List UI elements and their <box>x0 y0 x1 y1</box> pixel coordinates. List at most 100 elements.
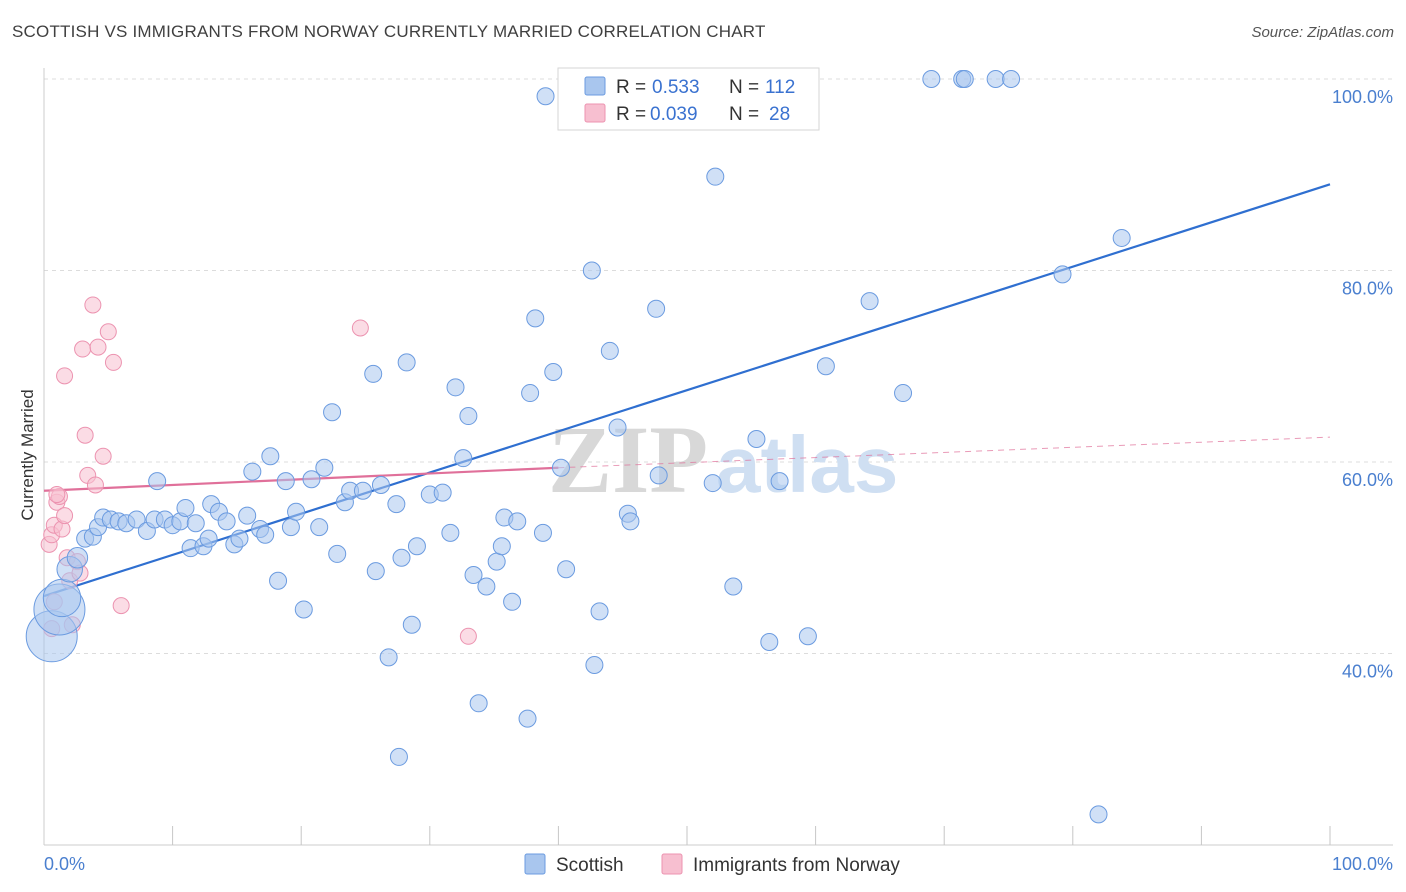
scottish-point <box>315 458 334 477</box>
scottish-point <box>469 694 488 713</box>
scottish-point <box>986 70 1005 88</box>
scottish-point <box>747 430 766 449</box>
scottish-point <box>649 466 668 485</box>
source-note: Source: ZipAtlas.com <box>1251 24 1394 41</box>
scottish-point <box>551 458 570 477</box>
scottish-point <box>186 514 205 533</box>
scottish-point <box>922 70 941 88</box>
scottish-point <box>955 70 974 88</box>
scottish-point <box>557 560 576 579</box>
scottish-point <box>256 525 275 544</box>
legend-r-label-scottish: R = <box>616 77 646 98</box>
scottish-point <box>328 544 347 563</box>
watermark-zip: ZIP <box>548 406 708 513</box>
scottish-point <box>487 552 506 571</box>
scottish-point <box>454 449 473 468</box>
norway-point <box>459 627 477 645</box>
norway-point <box>104 353 122 371</box>
trend-line-norway-extension <box>558 436 1331 469</box>
scottish-point <box>706 167 725 186</box>
bottom-legend-swatch-scottish <box>524 853 546 875</box>
scottish-point <box>371 475 390 494</box>
norway-point <box>84 296 102 314</box>
x-tick-label-min: 0.0% <box>44 854 85 874</box>
scottish-point <box>323 403 342 422</box>
scottish-point <box>1053 265 1072 284</box>
scottish-point <box>389 747 408 766</box>
scottish-point <box>310 518 329 537</box>
legend-n-norway: 28 <box>769 104 790 125</box>
scottish-point <box>261 447 280 466</box>
y-tick-label-40: 40.0% <box>1342 662 1393 682</box>
watermark: ZIP atlas <box>548 406 898 513</box>
scottish-point <box>503 592 522 611</box>
scottish-point <box>176 498 195 517</box>
legend-swatch-scottish <box>584 76 606 96</box>
scottish-point <box>647 299 666 318</box>
scottish-point <box>364 364 383 383</box>
scottish-point <box>287 502 306 521</box>
scottish-point <box>269 571 288 590</box>
scottish-point <box>238 506 257 525</box>
scottish-point <box>294 600 313 619</box>
scottish-point <box>387 495 406 514</box>
norway-point <box>89 338 107 356</box>
y-axis-title: Currently Married <box>18 389 37 520</box>
scottish-point <box>1112 228 1131 247</box>
scottish-point <box>600 341 619 360</box>
norway-point <box>99 323 117 341</box>
legend-n-label-norway: N = <box>729 104 759 125</box>
points-scottish <box>25 70 1131 824</box>
legend-r-label-norway: R = <box>616 104 646 125</box>
scottish-point <box>477 577 496 596</box>
bottom-legend-swatch-norway <box>661 853 683 875</box>
bottom-legend: Scottish Immigrants from Norway <box>524 853 900 876</box>
norway-point <box>56 507 74 525</box>
norway-point <box>76 426 94 444</box>
scottish-point <box>366 562 385 581</box>
scottish-point <box>621 512 640 531</box>
norway-point <box>48 486 66 504</box>
scottish-point <box>281 518 300 537</box>
scottish-point <box>127 510 146 529</box>
y-tick-label-80: 80.0% <box>1342 279 1393 299</box>
trend-line-norway <box>43 466 559 492</box>
norway-point <box>94 447 112 465</box>
scottish-point <box>533 523 552 542</box>
scottish-point <box>148 472 167 491</box>
watermark-atlas: atlas <box>716 420 898 509</box>
scottish-point <box>459 407 478 426</box>
axes <box>43 68 1393 846</box>
scottish-point <box>492 537 511 556</box>
scottish-point <box>582 261 601 280</box>
scottish-point <box>392 548 411 567</box>
scottish-point <box>860 292 879 311</box>
scottish-point <box>518 709 537 728</box>
legend-n-label-scottish: N = <box>729 77 759 98</box>
chart-title: SCOTTISH VS IMMIGRANTS FROM NORWAY CURRE… <box>12 22 766 41</box>
scottish-point <box>42 578 82 618</box>
scottish-point <box>526 309 545 328</box>
scottish-point <box>508 512 527 531</box>
legend-n-scottish: 112 <box>765 77 795 98</box>
y-tick-labels: 40.0% 60.0% 80.0% 100.0% <box>1332 87 1393 682</box>
scottish-point <box>585 655 604 674</box>
x-tick-label-max: 100.0% <box>1332 854 1393 874</box>
scottish-point <box>608 418 627 437</box>
norway-point <box>86 476 104 494</box>
scottish-point <box>353 481 372 500</box>
legend-swatch-norway <box>584 103 606 123</box>
scottish-point <box>544 362 563 381</box>
scottish-point <box>446 378 465 397</box>
scottish-point <box>464 565 483 584</box>
bottom-legend-label-scottish: Scottish <box>556 855 624 876</box>
scottish-point <box>536 87 555 106</box>
scottish-point <box>199 529 218 548</box>
scottish-point <box>379 648 398 667</box>
y-tick-label-100: 100.0% <box>1332 87 1393 107</box>
legend-r-scottish: 0.533 <box>652 77 700 98</box>
scottish-point <box>302 470 321 489</box>
scottish-point <box>66 547 89 569</box>
scottish-point <box>770 472 789 491</box>
